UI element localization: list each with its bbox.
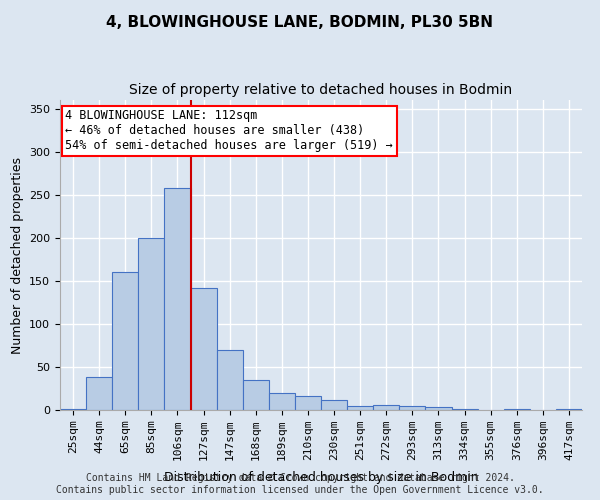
Bar xyxy=(425,406,452,410)
Y-axis label: Number of detached properties: Number of detached properties xyxy=(11,156,23,354)
Bar xyxy=(217,350,243,410)
Bar xyxy=(164,188,191,410)
Bar xyxy=(452,409,478,410)
Text: 4 BLOWINGHOUSE LANE: 112sqm
← 46% of detached houses are smaller (438)
54% of se: 4 BLOWINGHOUSE LANE: 112sqm ← 46% of det… xyxy=(65,110,393,152)
Bar xyxy=(112,272,139,410)
Bar xyxy=(347,406,373,410)
Bar xyxy=(242,380,269,410)
Bar xyxy=(556,409,582,410)
Bar xyxy=(295,396,321,410)
Bar xyxy=(139,238,164,410)
Bar xyxy=(60,409,86,410)
Bar xyxy=(321,400,347,410)
Title: Size of property relative to detached houses in Bodmin: Size of property relative to detached ho… xyxy=(130,84,512,98)
Bar xyxy=(504,409,530,410)
Bar xyxy=(86,378,112,410)
Bar xyxy=(269,393,295,410)
X-axis label: Distribution of detached houses by size in Bodmin: Distribution of detached houses by size … xyxy=(164,472,478,484)
Bar xyxy=(191,288,217,410)
Bar xyxy=(373,405,400,410)
Text: 4, BLOWINGHOUSE LANE, BODMIN, PL30 5BN: 4, BLOWINGHOUSE LANE, BODMIN, PL30 5BN xyxy=(107,15,493,30)
Text: Contains HM Land Registry data © Crown copyright and database right 2024.
Contai: Contains HM Land Registry data © Crown c… xyxy=(56,474,544,495)
Bar xyxy=(400,406,425,410)
